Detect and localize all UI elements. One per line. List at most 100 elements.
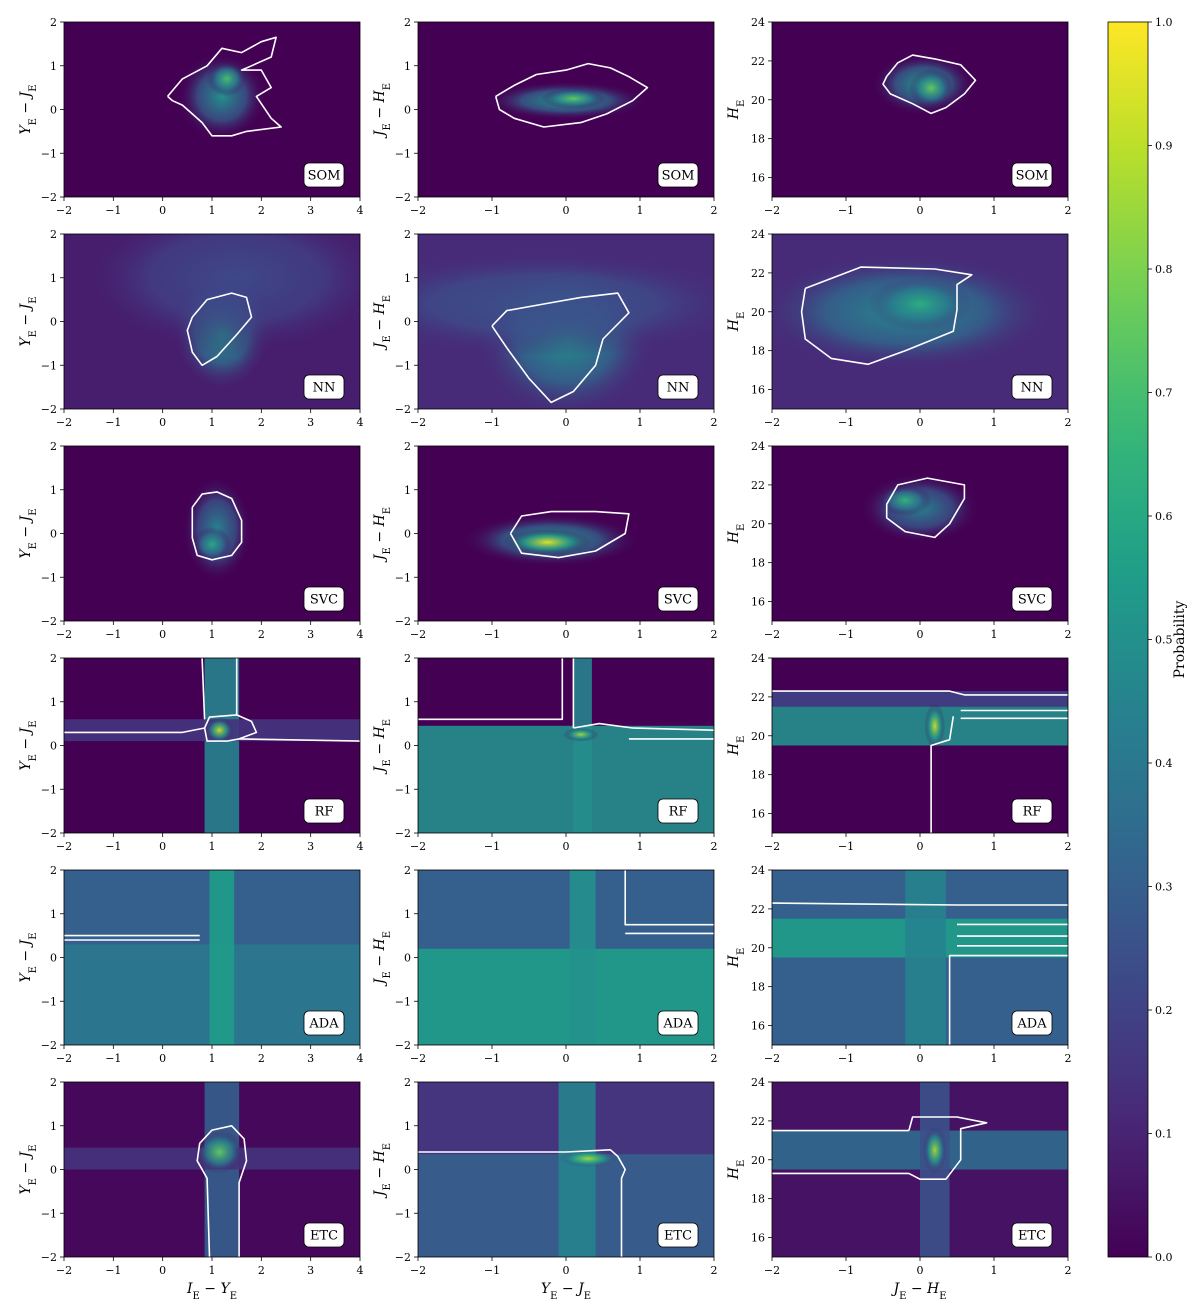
model-label: ADA bbox=[1016, 1017, 1047, 1032]
x-tick-label: 2 bbox=[711, 1264, 718, 1277]
contour-line bbox=[509, 510, 630, 559]
y-tick-label: 18 bbox=[751, 557, 765, 570]
probability-band bbox=[209, 870, 235, 1045]
panel-nn-2: −2 −1 0 1 2 −2 −1 0 1 2 JE − HE NN bbox=[372, 228, 718, 429]
model-badge bbox=[303, 798, 345, 824]
y-tick-label: 24 bbox=[751, 1076, 765, 1089]
model-badge bbox=[657, 162, 699, 188]
x-tick-label: 0 bbox=[917, 840, 924, 853]
y-tick-label: −2 bbox=[395, 615, 411, 628]
model-badge bbox=[1011, 374, 1053, 400]
y-axis-label: YE − JE bbox=[18, 720, 39, 770]
x-tick-label: −2 bbox=[56, 204, 72, 217]
contour-line bbox=[930, 716, 955, 833]
x-tick-label: −2 bbox=[410, 1264, 426, 1277]
model-label: SVC bbox=[310, 593, 338, 608]
y-tick-label: 16 bbox=[751, 172, 765, 185]
model-badge bbox=[657, 586, 699, 612]
contour-line bbox=[166, 36, 282, 137]
y-tick-label: −2 bbox=[395, 1039, 411, 1052]
x-tick-label: 0 bbox=[917, 628, 924, 641]
y-tick-label: 1 bbox=[404, 484, 411, 497]
panel-svc-3: −2 −1 0 1 2 16 18 20 22 24 HE SVC bbox=[726, 440, 1072, 641]
y-tick-label: 20 bbox=[751, 1154, 765, 1167]
x-tick-label: 4 bbox=[357, 628, 364, 641]
x-tick-label: 0 bbox=[159, 416, 166, 429]
model-label: ETC bbox=[1018, 1229, 1046, 1244]
y-axis-label: HE bbox=[726, 524, 747, 545]
y-tick-label: 2 bbox=[50, 652, 57, 665]
y-tick-label: 24 bbox=[751, 16, 765, 29]
y-tick-label: −1 bbox=[395, 571, 411, 584]
probability-blob bbox=[558, 1149, 618, 1168]
model-label: ETC bbox=[664, 1229, 692, 1244]
y-tick-label: 24 bbox=[751, 228, 765, 241]
x-tick-label: 0 bbox=[563, 628, 570, 641]
y-axis-label: YE − JE bbox=[18, 296, 39, 346]
model-badge bbox=[1011, 586, 1053, 612]
y-tick-label: 22 bbox=[751, 267, 765, 280]
y-axis-label: HE bbox=[726, 1160, 747, 1181]
y-tick-label: 18 bbox=[751, 981, 765, 994]
contour-line bbox=[191, 491, 243, 561]
contour-line bbox=[491, 292, 630, 404]
y-axis-label: JE − HE bbox=[372, 931, 393, 987]
y-tick-label: 16 bbox=[751, 384, 765, 397]
x-tick-label: −1 bbox=[838, 1052, 854, 1065]
panel-som-1: −2 −1 0 1 2 3 4 −2 −1 0 1 2 YE − JE SOM bbox=[18, 16, 364, 217]
y-tick-label: 18 bbox=[751, 345, 765, 358]
y-tick-label: 22 bbox=[751, 903, 765, 916]
contour-line bbox=[948, 954, 1068, 1045]
probability-band bbox=[772, 691, 1068, 707]
x-tick-label: 2 bbox=[1065, 1052, 1072, 1065]
x-tick-label: 2 bbox=[1065, 1264, 1072, 1277]
y-tick-label: 1 bbox=[50, 484, 57, 497]
probability-band bbox=[569, 870, 596, 1045]
x-tick-label: 3 bbox=[307, 1264, 314, 1277]
model-label: ADA bbox=[662, 1017, 693, 1032]
model-badge bbox=[1011, 162, 1053, 188]
y-tick-label: 0 bbox=[50, 316, 57, 329]
contour-line bbox=[203, 714, 258, 742]
probability-blob bbox=[192, 526, 232, 562]
model-badge bbox=[657, 374, 699, 400]
contour-line bbox=[239, 738, 360, 742]
probability-band bbox=[905, 870, 946, 1045]
x-tick-label: 1 bbox=[209, 416, 216, 429]
x-tick-label: 1 bbox=[209, 840, 216, 853]
y-tick-label: 2 bbox=[404, 228, 411, 241]
x-tick-label: 0 bbox=[563, 1264, 570, 1277]
probability-blob bbox=[924, 702, 946, 750]
x-tick-label: 1 bbox=[209, 628, 216, 641]
panel-som-2: −2 −1 0 1 2 −2 −1 0 1 2 JE − HE SOM bbox=[372, 16, 718, 217]
x-tick-label: −2 bbox=[410, 1052, 426, 1065]
x-tick-label: 2 bbox=[258, 204, 265, 217]
y-tick-label: −1 bbox=[395, 783, 411, 796]
x-tick-label: 2 bbox=[258, 1052, 265, 1065]
probability-blob bbox=[194, 1130, 245, 1174]
model-badge bbox=[303, 1010, 345, 1036]
y-tick-label: −2 bbox=[41, 615, 57, 628]
x-tick-label: 2 bbox=[711, 1052, 718, 1065]
y-tick-label: 2 bbox=[50, 864, 57, 877]
y-tick-label: 1 bbox=[404, 272, 411, 285]
x-tick-label: 1 bbox=[209, 1264, 216, 1277]
x-tick-label: −1 bbox=[838, 628, 854, 641]
y-tick-label: −1 bbox=[395, 995, 411, 1008]
x-tick-label: 4 bbox=[357, 1264, 364, 1277]
x-tick-label: 0 bbox=[159, 204, 166, 217]
y-axis-label: HE bbox=[726, 100, 747, 121]
model-badge bbox=[1011, 1222, 1053, 1248]
y-axis-label: JE − HE bbox=[372, 719, 393, 775]
probability-blob bbox=[418, 251, 714, 357]
y-tick-label: −2 bbox=[395, 403, 411, 416]
x-tick-label: −2 bbox=[410, 628, 426, 641]
y-tick-label: 16 bbox=[751, 808, 765, 821]
y-tick-label: 16 bbox=[751, 596, 765, 609]
x-tick-label: 0 bbox=[563, 840, 570, 853]
panel-som-3: −2 −1 0 1 2 16 18 20 22 24 HE SOM bbox=[726, 16, 1072, 217]
panel-ada-3: −2 −1 0 1 2 16 18 20 22 24 HE ADA bbox=[726, 864, 1072, 1065]
model-badge bbox=[303, 374, 345, 400]
contour-line bbox=[494, 62, 649, 128]
probability-blob bbox=[540, 88, 606, 110]
